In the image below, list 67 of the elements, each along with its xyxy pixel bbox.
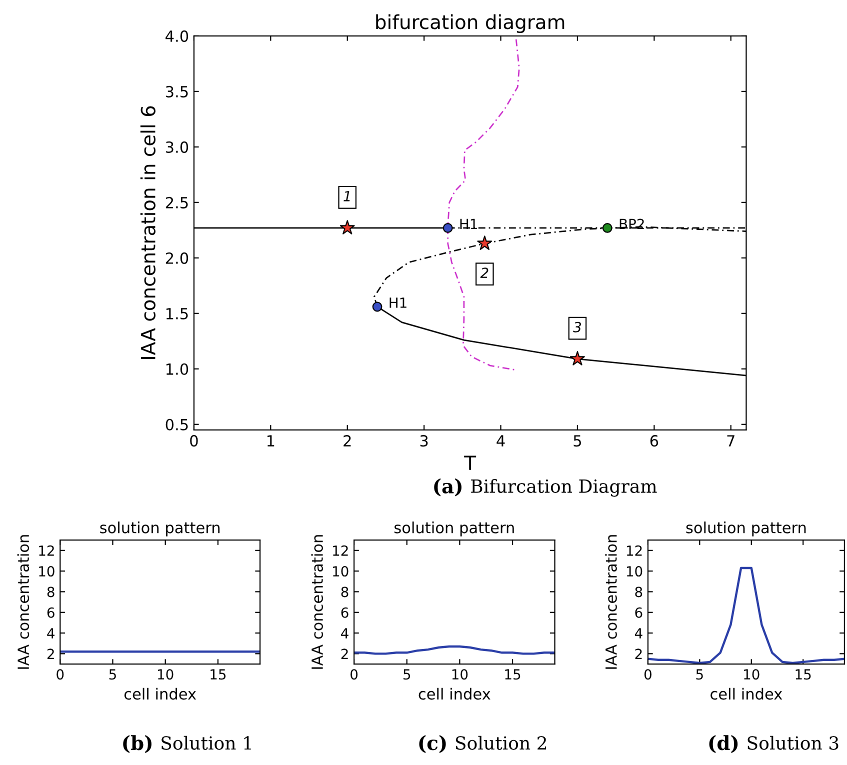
x-axis-title: cell index: [124, 688, 196, 700]
x-tick-label: 10: [744, 669, 760, 680]
x-tick-label: 5: [109, 669, 116, 680]
x-axis-title: cell index: [418, 688, 490, 700]
y-tick-label: 4.0: [166, 30, 188, 42]
y-tick-label: 3.5: [166, 86, 188, 98]
x-tick-label: 10: [452, 669, 468, 680]
x-tick-label: 5: [404, 669, 410, 680]
y-tick-label: 2.5: [166, 196, 188, 208]
y-tick-label: 2.0: [166, 252, 188, 264]
y-tick-label: 2: [47, 648, 54, 659]
x-tick-label: 7: [727, 435, 734, 446]
annotation: H1: [390, 298, 406, 308]
chart-title: solution pattern: [394, 522, 514, 536]
y-tick-label: 4: [47, 628, 54, 638]
y-tick-label: 8: [635, 586, 642, 598]
x-tick-label: 0: [190, 435, 198, 447]
annotation: 3: [573, 322, 581, 332]
x-tick-label: 0: [56, 669, 64, 680]
y-axis-title: IAA concentration: [311, 535, 323, 669]
y-tick-label: 1.0: [166, 363, 188, 375]
x-tick-label: 0: [644, 669, 652, 680]
y-tick-label: 12: [626, 545, 642, 556]
x-tick-label: 5: [574, 435, 581, 447]
x-tick-label: 5: [696, 669, 703, 680]
y-tick-label: 10: [333, 566, 348, 577]
y-tick-label: 10: [626, 566, 642, 577]
y-axis-title: IAA concentration in cell 6: [140, 106, 156, 359]
chart-title: solution pattern: [100, 522, 220, 536]
x-tick-label: 15: [210, 669, 226, 680]
x-tick-label: 0: [350, 669, 358, 680]
text: (a) Bifurcation Diagram: [434, 478, 657, 497]
y-tick-label: 8: [47, 586, 54, 598]
y-tick-label: 6: [341, 607, 348, 618]
x-axis-title: T: [464, 456, 476, 470]
text: (b) Solution 1: [123, 735, 251, 753]
y-tick-label: 6: [635, 607, 642, 618]
y-tick-label: 4: [634, 628, 642, 638]
y-tick-label: 12: [39, 545, 54, 556]
y-tick-label: 6: [47, 607, 54, 618]
x-tick-label: 15: [505, 669, 520, 680]
text: (d) Solution 3: [709, 735, 838, 753]
y-axis-title: IAA concentration: [605, 535, 617, 669]
annotation: 2: [480, 268, 488, 278]
x-tick-label: 6: [650, 435, 658, 447]
y-tick-label: 2: [341, 648, 348, 659]
x-tick-label: 1: [267, 435, 274, 446]
annotation: H1: [460, 218, 477, 230]
x-tick-label: 10: [158, 669, 174, 680]
chart-title: bifurcation diagram: [376, 14, 564, 34]
y-tick-label: 0.5: [166, 418, 188, 430]
y-tick-label: 8: [341, 586, 348, 598]
x-tick-label: 4: [496, 435, 505, 446]
y-tick-label: 12: [333, 545, 348, 556]
y-tick-label: 10: [39, 566, 54, 577]
y-tick-label: 3.0: [166, 141, 188, 153]
x-tick-label: 15: [796, 669, 811, 680]
annotation: 1: [344, 191, 350, 202]
x-tick-label: 3: [420, 435, 428, 447]
x-axis-title: cell index: [710, 688, 782, 700]
chart-title: solution pattern: [686, 522, 806, 536]
y-tick-label: 2: [635, 648, 642, 659]
y-tick-label: 4: [341, 628, 348, 638]
text: (c) Solution 2: [419, 735, 546, 753]
line-series: [354, 645, 555, 655]
y-axis-title: IAA concentration: [17, 535, 30, 669]
y-tick-label: 1.5: [166, 308, 188, 320]
